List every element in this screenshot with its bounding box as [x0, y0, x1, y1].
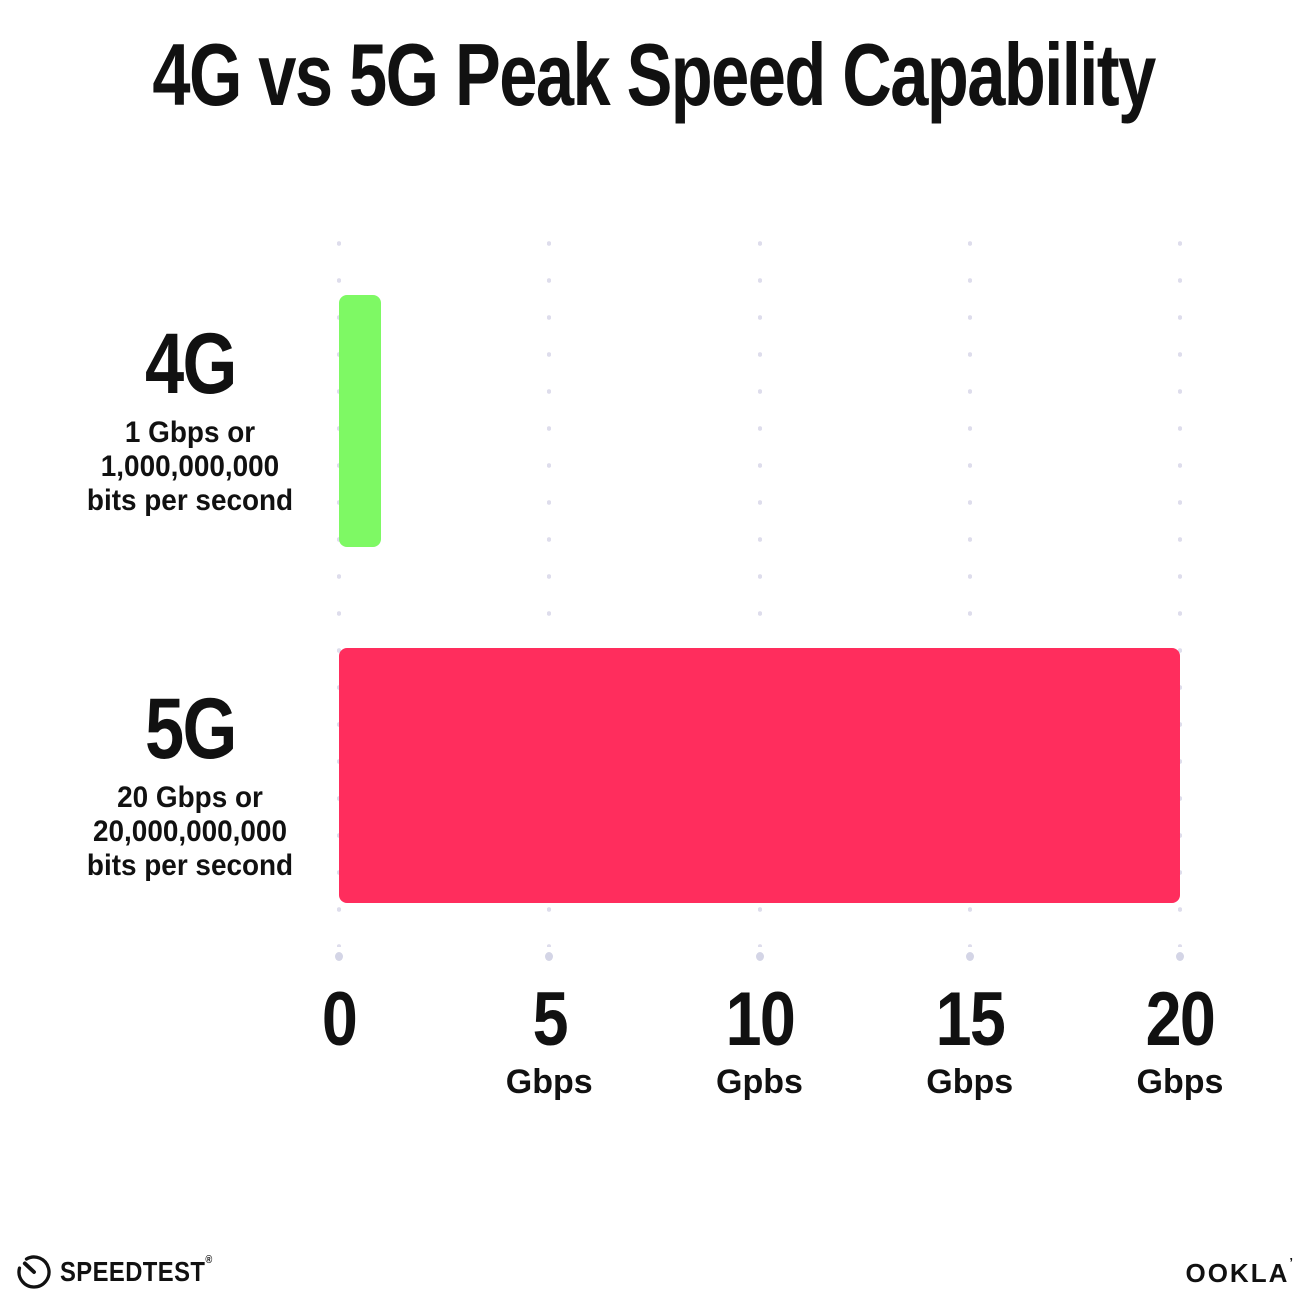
bar-5g: [339, 648, 1180, 903]
row-label-4g-desc-line3: bits per second: [86, 484, 294, 517]
page-title-text: 4G vs 5G Peak Speed Capability: [152, 25, 1157, 124]
x-tick-15-unit: Gbps: [926, 1063, 1014, 1101]
ookla-wordmark: OOKLA: [1185, 1258, 1290, 1288]
x-tick-15-value: 15: [935, 977, 1006, 1062]
row-label-5g-name: 5G: [144, 681, 237, 777]
row-label-5g-desc-line2: 20,000,000,000: [93, 815, 287, 848]
gridline-0: [337, 225, 341, 947]
row-label-4g-desc-line1: 1 Gbps or: [124, 416, 256, 449]
x-tick-20-unit: Gbps: [1136, 1063, 1224, 1101]
gridline-5: [547, 225, 552, 947]
x-tick-0: 0: [319, 982, 359, 1064]
row-label-4g-desc-line2: 1,000,000,000: [100, 450, 280, 483]
speedtest-wordmark: SPEEDTEST®: [60, 1254, 213, 1287]
x-tick-5-unit: Gbps: [505, 1063, 593, 1101]
x-tick-10-value: 10: [725, 977, 795, 1062]
x-tick-10: 10 Gpbs: [716, 977, 803, 1101]
bar-4g: [339, 295, 382, 547]
trademark-icon: ’: [1289, 1255, 1293, 1270]
x-tick-20-value: 20: [1145, 977, 1216, 1062]
ookla-logo: OOKLA’: [1185, 1255, 1293, 1289]
row-label-4g-description: 1 Gbps or 1,000,000,000 bits per second: [51, 416, 330, 518]
speedtest-logo: SPEEDTEST®: [16, 1254, 240, 1290]
row-label-5g-desc-line3: bits per second: [86, 849, 294, 882]
row-label-5g-description: 20 Gbps or 20,000,000,000 bits per secon…: [51, 781, 330, 883]
bar-chart-plot-area: [337, 225, 1182, 960]
x-tick-0-value: 0: [321, 977, 358, 1062]
x-axis: 0 5 Gbps 10 Gpbs 15 Gbps 20 Gbps: [322, 977, 1224, 1102]
row-label-4g-name: 4G: [144, 316, 237, 412]
gridline-15: [967, 225, 972, 947]
row-label-5g: 5G 20 Gbps or 20,000,000,000 bits per se…: [40, 683, 340, 883]
row-label-4g: 4G 1 Gbps or 1,000,000,000 bits per seco…: [40, 318, 340, 518]
x-tick-20: 20 Gbps: [1136, 977, 1224, 1101]
x-tick-15: 15 Gbps: [926, 977, 1014, 1101]
gridline-10: [757, 225, 762, 947]
row-label-5g-desc-line1: 20 Gbps or: [117, 781, 263, 814]
x-tick-10-unit: Gpbs: [716, 1063, 803, 1101]
x-tick-5-value: 5: [532, 977, 568, 1062]
speedtest-gauge-icon: [16, 1254, 52, 1290]
registered-trademark-icon: ®: [205, 1254, 213, 1266]
x-tick-5: 5 Gbps: [505, 977, 593, 1101]
gridline-20: [1178, 225, 1182, 947]
page-title: 4G vs 5G Peak Speed Capability: [0, 24, 1308, 126]
